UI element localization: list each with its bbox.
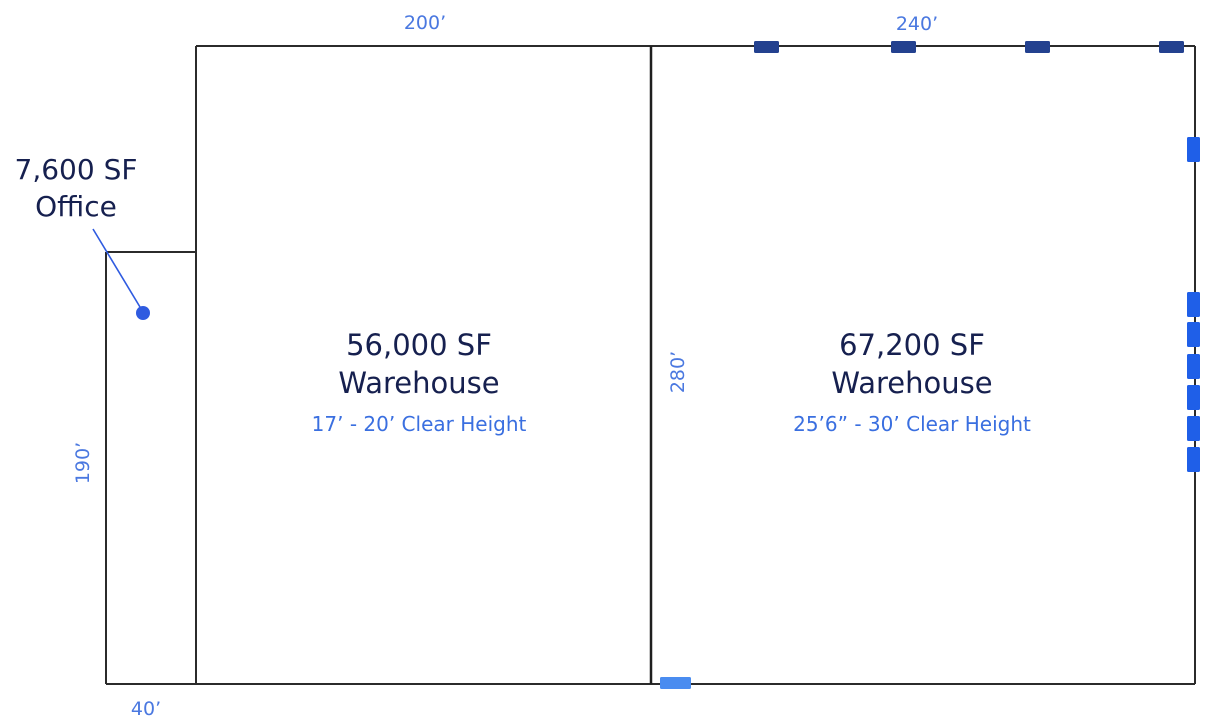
dock-door-top-4 (1159, 41, 1184, 53)
dock-door-right-1 (1187, 137, 1200, 162)
building-walls (105, 45, 1196, 685)
dimension-office-width: 40’ (131, 698, 161, 720)
office-area: 7,600 SF (15, 153, 138, 186)
dimension-top-left: 200’ (404, 12, 446, 34)
dock-door-right-3 (1187, 322, 1200, 347)
dock-door-right-5 (1187, 385, 1200, 410)
office-marker-dot (136, 306, 150, 320)
dock-door-top-1 (754, 41, 779, 53)
dock-door-right-2 (1187, 292, 1200, 317)
dock-door-top-2 (891, 41, 916, 53)
warehouse-1-clear-height: 17’ - 20’ Clear Height (312, 412, 527, 436)
dimension-top-right: 240’ (896, 13, 938, 35)
office-label: Office (35, 190, 117, 223)
dimension-office-depth: 190’ (72, 442, 94, 484)
dock-doors (660, 41, 1200, 689)
dock-door-bottom-1 (660, 677, 691, 689)
warehouse-2-area: 67,200 SF (839, 328, 985, 362)
dock-door-right-6 (1187, 416, 1200, 441)
office-leader-line (92, 228, 144, 313)
dock-door-top-3 (1025, 41, 1050, 53)
dock-door-right-7 (1187, 447, 1200, 472)
warehouse-1-label: Warehouse (338, 366, 499, 400)
warehouse-1-area: 56,000 SF (346, 328, 492, 362)
warehouse-2-clear-height: 25’6” - 30’ Clear Height (793, 412, 1031, 436)
dimension-middle-depth: 280’ (667, 351, 689, 393)
warehouse-2-label: Warehouse (831, 366, 992, 400)
dock-door-right-4 (1187, 354, 1200, 379)
